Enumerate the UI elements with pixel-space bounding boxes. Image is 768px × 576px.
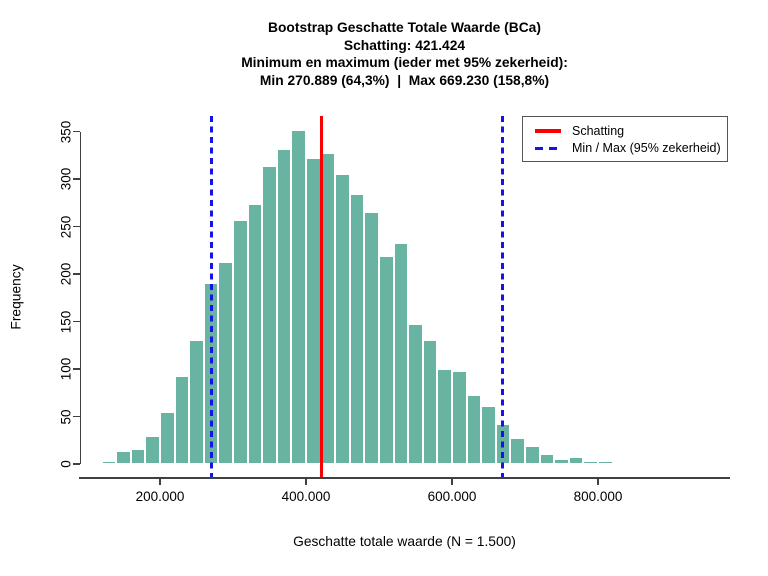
schatting-line-sample (535, 129, 561, 133)
histogram-bar (627, 462, 642, 465)
histogram-bar (349, 194, 365, 464)
histogram-bar (262, 165, 277, 464)
chart-title-line-3: Minimum en maximum (ieder met 95% zekerh… (241, 55, 568, 71)
histogram-bar (306, 158, 321, 464)
legend-item-label: Schatting (572, 124, 625, 138)
legend-item: Min / Max (95% zekerheid) (535, 140, 721, 156)
y-tick-label: 0 (58, 460, 74, 468)
y-tick (72, 130, 80, 133)
histogram-bar (510, 438, 525, 464)
x-tick-label: 800.000 (573, 489, 623, 504)
y-tick-label: 200 (58, 262, 74, 286)
histogram-bar (408, 324, 423, 464)
x-tick (451, 478, 453, 485)
histogram-bar (276, 148, 292, 464)
histogram-bar (174, 375, 190, 464)
y-tick (72, 463, 80, 465)
histogram-bar (612, 462, 628, 465)
histogram-bar (525, 445, 540, 464)
x-axis-line (79, 477, 730, 479)
chart-title-line-2: Schatting: 421.424 (343, 37, 466, 53)
histogram-bar (233, 219, 248, 464)
y-tick (72, 415, 80, 418)
histogram-bar (145, 436, 160, 464)
y-tick (72, 225, 80, 228)
y-tick-label: 100 (58, 357, 74, 381)
histogram-bar (379, 256, 394, 464)
x-tick-label: 200.000 (135, 489, 185, 504)
x-tick (305, 478, 307, 485)
histogram-bar (247, 203, 263, 464)
min-line (210, 116, 214, 477)
histogram-bar (189, 339, 204, 464)
histogram-bar (539, 453, 555, 464)
legend: Schatting Min / Max (95% zekerheid) (522, 116, 728, 162)
histogram-bar (364, 212, 379, 465)
histogram-bar (130, 448, 146, 464)
histogram-bar (583, 461, 598, 464)
x-tick-label: 600.000 (427, 489, 477, 504)
histogram-bar (291, 129, 306, 464)
y-axis-line (79, 131, 81, 464)
chart-title-line-1: Bootstrap Geschatte Totale Waarde (BCa) (268, 20, 541, 35)
schatting-line (319, 116, 324, 477)
chart-title-line-4: Min 270.889 (64,3%) | Max 669.230 (158,8… (259, 72, 550, 88)
histogram-bar (335, 174, 350, 465)
histogram-bar (101, 461, 117, 464)
max-line (501, 116, 504, 477)
histogram-bar (393, 242, 409, 464)
y-tick-label: 350 (58, 120, 74, 143)
x-axis-label: Geschatte totale waarde (N = 1.500) (293, 534, 516, 549)
y-tick (72, 178, 80, 180)
y-tick-label: 300 (58, 167, 74, 191)
x-tick (159, 478, 161, 485)
legend-item: Schatting (535, 123, 624, 139)
histogram-bar (598, 461, 613, 464)
histogram-bar (422, 339, 438, 464)
y-axis-label: Frequency (8, 264, 24, 330)
chart-title: Bootstrap Geschatte Totale Waarde (BCa) … (79, 19, 730, 89)
y-tick-label: 150 (58, 310, 74, 333)
histogram-bar (452, 370, 467, 464)
histogram-bar (116, 450, 131, 464)
histogram-bar (466, 394, 482, 464)
histogram-bar (641, 463, 657, 466)
y-tick-label: 50 (58, 408, 74, 425)
y-tick (72, 273, 80, 275)
y-tick-label: 250 (58, 215, 74, 238)
histogram-bar (554, 459, 569, 465)
y-tick (72, 368, 80, 370)
legend-item-label: Min / Max (95% zekerheid) (572, 141, 721, 155)
histogram-bar (218, 261, 233, 464)
histogram-bar (437, 369, 452, 464)
x-tick (597, 478, 599, 485)
histogram-bar (481, 406, 496, 464)
histogram-bar (568, 457, 584, 464)
y-tick (72, 320, 80, 323)
x-tick-label: 400.000 (281, 489, 331, 504)
histogram-bar (160, 411, 175, 465)
min-max-line-sample (535, 146, 561, 150)
